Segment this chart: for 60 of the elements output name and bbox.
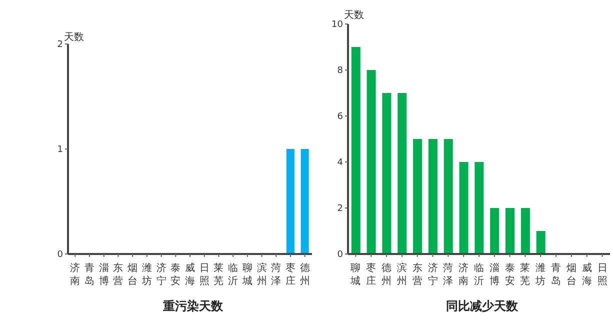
y-tick-label: 2: [57, 40, 63, 50]
x-axis-title: 同比减少天数: [445, 298, 519, 315]
bar: [382, 93, 392, 254]
y-tick-label: 4: [337, 158, 344, 168]
y-tick-label: 6: [337, 112, 344, 122]
x-tick-label: 德州: [300, 263, 310, 287]
x-tick-label: 威海: [185, 262, 195, 287]
x-tick-label: 临沂: [474, 262, 484, 287]
x-tick-label: 聊城: [350, 262, 361, 287]
x-tick-label: 日照: [597, 263, 608, 287]
bar: [536, 231, 546, 254]
x-tick-label: 淄博: [98, 262, 109, 287]
x-tick-label: 德州: [382, 263, 392, 287]
x-tick-label: 济宁: [156, 262, 166, 287]
y-tick-label: 10: [332, 20, 344, 30]
y-tick-label: 2: [337, 204, 343, 214]
y-tick-label: 0: [337, 250, 344, 260]
x-tick-label: 临沂: [228, 262, 238, 287]
x-tick-label: 东营: [412, 262, 422, 287]
bar: [413, 139, 422, 254]
x-tick-label: 滨州: [396, 262, 407, 287]
x-tick-label: 泰安: [170, 263, 181, 287]
x-tick-label: 聊城: [241, 262, 252, 287]
y-tick-label: 0: [57, 250, 64, 260]
x-tick-label: 枣庄: [285, 262, 296, 287]
y-tick-label: 1: [57, 145, 63, 156]
x-tick-label: 菏泽: [443, 262, 454, 287]
bar: [366, 70, 376, 254]
x-tick-label: 威海: [582, 262, 592, 287]
y-axis-title: 天数: [344, 9, 364, 22]
x-tick-label: 济南: [458, 262, 469, 287]
bar: [520, 208, 530, 254]
x-tick-label: 潍坊: [140, 262, 152, 287]
x-tick-label: 潍坊: [534, 262, 546, 287]
bar: [459, 162, 468, 254]
bar: [444, 139, 453, 254]
y-tick-label: 8: [337, 66, 344, 76]
x-tick-label: 烟台: [128, 262, 138, 287]
x-tick-label: 济宁: [428, 262, 438, 287]
bar: [506, 208, 515, 254]
x-tick-label: 滨州: [256, 262, 267, 287]
x-tick-label: 烟台: [566, 262, 576, 287]
bar: [490, 208, 500, 254]
x-tick-label: 莱芜: [520, 262, 530, 287]
y-axis-title: 天数: [64, 31, 84, 44]
x-tick-label: 泰安: [504, 263, 515, 287]
bar: [428, 139, 438, 254]
x-axis-title: 重污染天数: [162, 298, 224, 315]
x-tick-label: 莱芜: [214, 262, 224, 287]
x-tick-label: 菏泽: [271, 262, 282, 287]
x-tick-label: 青岛: [551, 262, 562, 287]
x-tick-label: 淄博: [489, 262, 500, 287]
x-tick-label: 枣庄: [366, 262, 376, 287]
bar: [474, 162, 484, 254]
x-tick-label: 东营: [113, 262, 124, 287]
bar: [351, 47, 360, 254]
bar: [398, 93, 407, 254]
x-tick-label: 济南: [70, 262, 80, 287]
x-tick-label: 青岛: [84, 262, 95, 287]
x-tick-label: 日照: [199, 263, 210, 287]
